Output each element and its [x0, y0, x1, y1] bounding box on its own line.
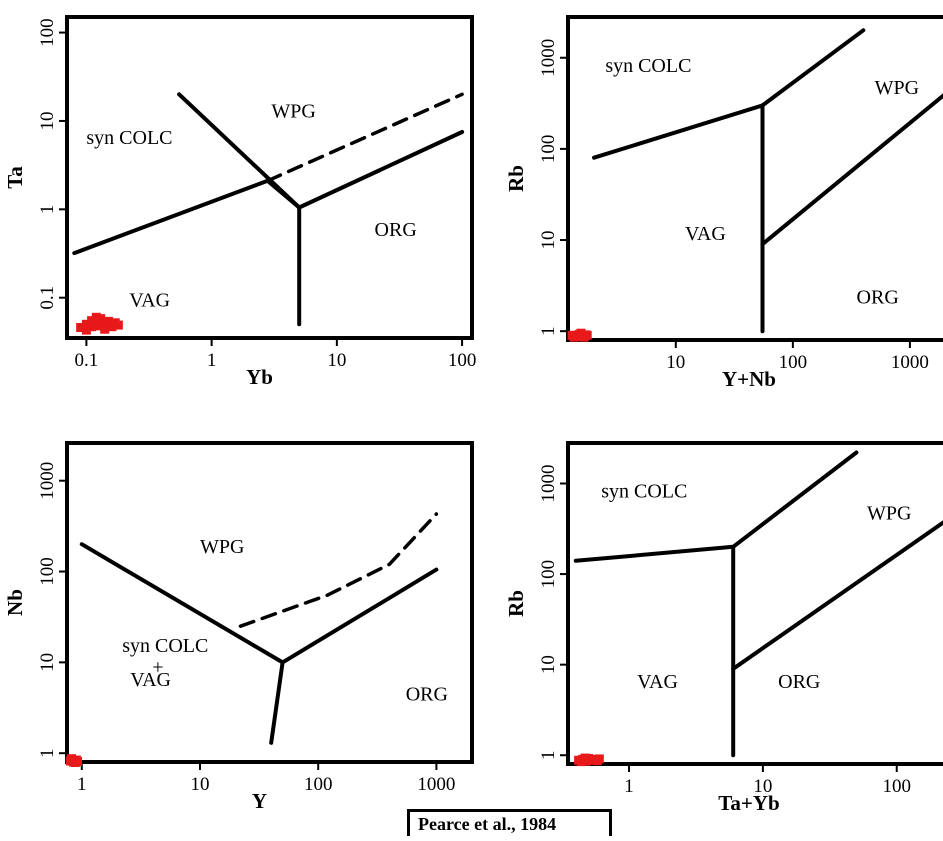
field-boundary-line — [733, 520, 943, 669]
x-axis-label: Y+Nb — [722, 367, 776, 391]
sample-point — [87, 322, 96, 331]
x-axis-label: Y — [252, 789, 267, 813]
sample-point — [581, 754, 590, 763]
field-label: ORG — [778, 671, 820, 693]
y-tick-label: 1000 — [538, 39, 559, 77]
field-label: syn COLC — [122, 635, 208, 657]
field-label: VAG — [637, 671, 678, 693]
y-tick-label: 100 — [37, 18, 58, 47]
field-label: VAG — [129, 289, 170, 311]
field-label: VAG — [130, 669, 171, 691]
y-tick-label: 1 — [538, 750, 559, 760]
dashed-boundary-line — [241, 514, 437, 626]
y-tick-label: 10 — [538, 231, 559, 250]
field-label: syn COLC — [601, 481, 687, 503]
y-tick-label: 10 — [538, 655, 559, 674]
field-label: VAG — [685, 223, 726, 245]
y-axis-label: Nb — [3, 589, 27, 616]
citation-box: Pearce et al., 1984 — [407, 809, 612, 836]
x-tick-label: 0.1 — [75, 350, 99, 371]
x-tick-label: 10 — [327, 350, 346, 371]
x-tick-label: 100 — [304, 774, 333, 795]
field-label: WPG — [200, 536, 244, 558]
chart-panel-1: 0.1 1 10 100 0.1 1 10 100 Yb Ta syn COLC WPG ORG VAG — [3, 17, 476, 389]
field-boundary-line — [763, 94, 943, 244]
field-label: ORG — [857, 287, 899, 309]
y-tick-label: 100 — [538, 135, 559, 164]
field-boundary-line — [271, 662, 282, 742]
y-axis-label: Rb — [504, 590, 528, 617]
x-tick-label: 1 — [77, 774, 87, 795]
x-tick-label: 100 — [448, 350, 477, 371]
field-boundary-line — [594, 30, 863, 157]
y-tick-label: 1 — [37, 748, 58, 758]
x-tick-label: 1 — [624, 776, 634, 797]
sample-point — [92, 313, 101, 322]
y-tick-label: 100 — [538, 560, 559, 589]
x-tick-label: 10 — [190, 774, 209, 795]
field-label: syn COLC — [605, 55, 691, 77]
x-tick-label: 100 — [779, 352, 808, 373]
x-axis-label: Ta+Yb — [718, 791, 779, 815]
x-axis-label: Yb — [246, 365, 273, 389]
x-tick-label: 10 — [666, 352, 685, 373]
y-tick-label: 1000 — [538, 465, 559, 503]
y-tick-label: 10 — [37, 111, 58, 130]
y-axis-label: Ta — [3, 166, 27, 189]
x-tick-label: 1000 — [891, 352, 929, 373]
sample-point — [100, 325, 109, 334]
x-tick-label: 1000 — [417, 774, 455, 795]
chart-panel-2: 10 100 1000 1 10 100 1000 Y+Nb Rb syn COLC WPG VAG O… — [504, 17, 943, 391]
y-axis-label: Rb — [504, 165, 528, 192]
y-tick-label: 1000 — [37, 462, 58, 500]
y-tick-label: 1 — [538, 326, 559, 336]
field-label: WPG — [875, 77, 919, 99]
x-tick-label: 100 — [882, 776, 911, 797]
y-tick-label: 1 — [37, 205, 58, 215]
sample-point — [73, 757, 82, 766]
y-tick-label: 0.1 — [37, 286, 58, 310]
field-label: WPG — [867, 503, 911, 525]
sample-point — [595, 754, 604, 763]
y-tick-label: 10 — [37, 653, 58, 672]
field-boundary-line — [576, 453, 857, 561]
field-label: ORG — [375, 219, 417, 241]
sample-point — [583, 331, 592, 340]
field-label: syn COLC — [86, 127, 172, 149]
field-label: WPG — [271, 100, 315, 122]
y-tick-label: 100 — [37, 557, 58, 586]
x-tick-label: 1 — [207, 350, 217, 371]
sample-point — [114, 321, 123, 330]
plot-frame — [67, 443, 472, 762]
field-label: ORG — [406, 684, 448, 706]
